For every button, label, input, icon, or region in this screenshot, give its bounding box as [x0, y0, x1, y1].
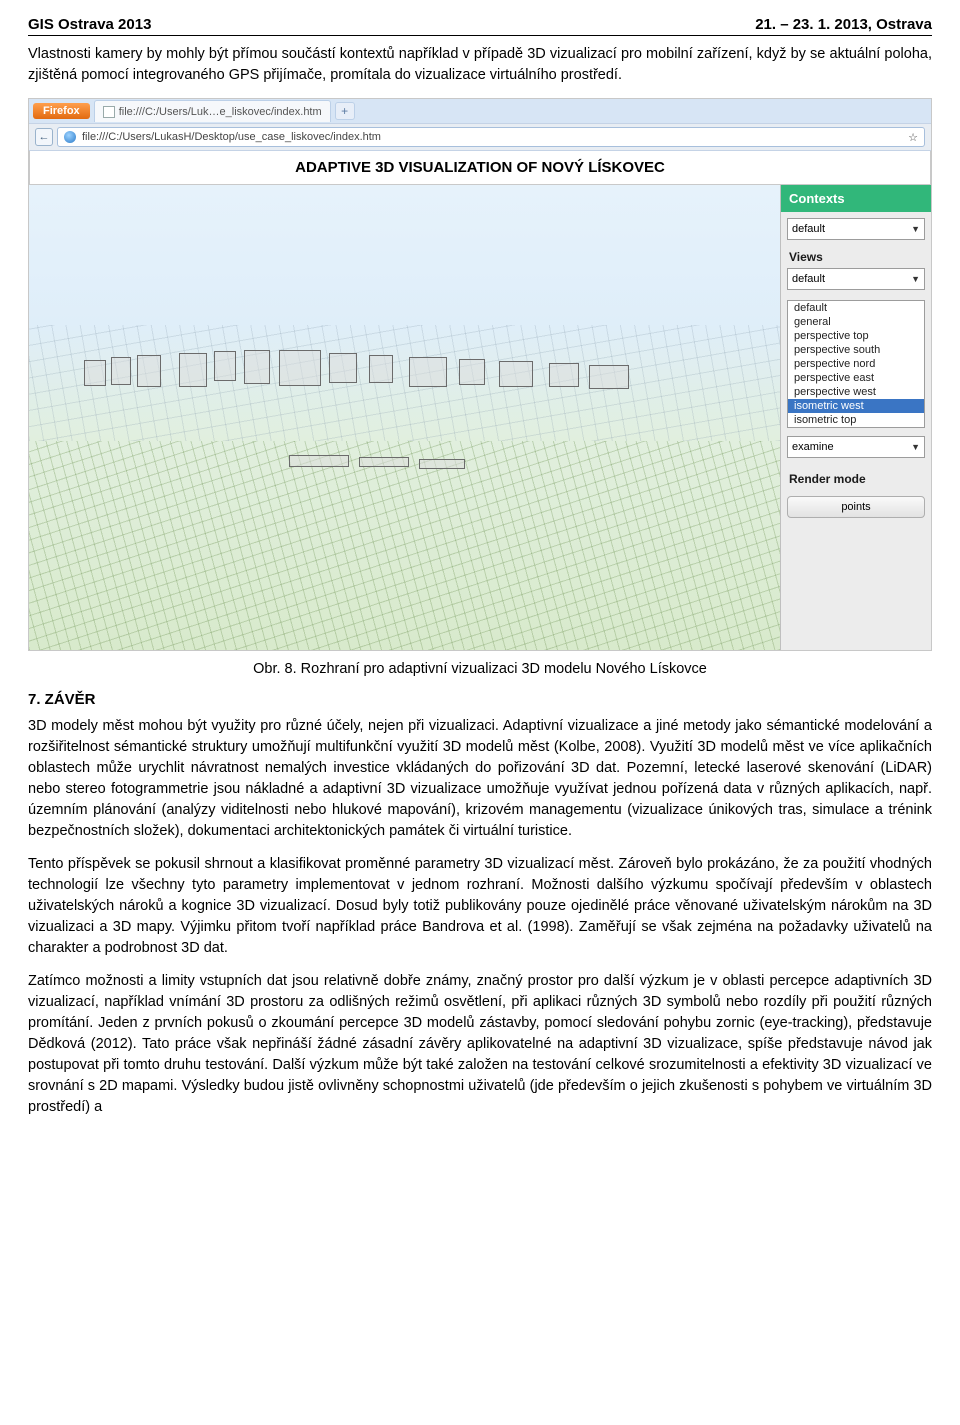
building: [111, 357, 131, 385]
examine-value: examine: [792, 441, 834, 453]
browser-tab[interactable]: file:///C:/Users/Luk…e_liskovec/index.ht…: [94, 100, 331, 122]
building: [179, 353, 207, 387]
views-option[interactable]: perspective east: [788, 371, 924, 385]
building: [137, 355, 161, 387]
views-listbox[interactable]: defaultgeneralperspective topperspective…: [787, 300, 925, 428]
views-option[interactable]: default: [788, 301, 924, 315]
section-heading-zaver: 7. ZÁVĚR: [28, 691, 932, 708]
building: [369, 355, 393, 383]
page-header: GIS Ostrava 2013 21. – 23. 1. 2013, Ostr…: [28, 16, 932, 36]
building: [409, 357, 447, 387]
side-panel: Contexts default ▼ Views default ▼ defau…: [781, 185, 931, 650]
contexts-value: default: [792, 223, 825, 235]
building: [499, 361, 533, 387]
views-option[interactable]: general: [788, 315, 924, 329]
views-option[interactable]: isometric west: [788, 399, 924, 413]
chevron-down-icon: ▼: [911, 224, 920, 234]
chevron-down-icon: ▼: [911, 274, 920, 284]
views-dropdown[interactable]: default ▼: [787, 268, 925, 290]
app-title: ADAPTIVE 3D VISUALIZATION OF NOVÝ LÍSKOV…: [29, 151, 931, 184]
firefox-menu-button[interactable]: Firefox: [33, 103, 90, 119]
terrain-grid: [29, 185, 780, 650]
chevron-down-icon: ▼: [911, 442, 920, 452]
body-para-1: 3D modely měst mohou být využity pro růz…: [28, 716, 932, 842]
views-value: default: [792, 273, 825, 285]
building: [214, 351, 236, 381]
header-right: 21. – 23. 1. 2013, Ostrava: [755, 16, 932, 33]
views-option[interactable]: perspective nord: [788, 357, 924, 371]
new-tab-button[interactable]: +: [335, 102, 355, 120]
building: [329, 353, 357, 383]
3d-viewport[interactable]: [29, 185, 781, 650]
views-option[interactable]: perspective top: [788, 329, 924, 343]
url-text: file:///C:/Users/LukasH/Desktop/use_case…: [82, 131, 381, 143]
building: [459, 359, 485, 385]
contexts-dropdown[interactable]: default ▼: [787, 218, 925, 240]
views-option[interactable]: perspective south: [788, 343, 924, 357]
contexts-heading: Contexts: [781, 185, 931, 212]
address-bar[interactable]: file:///C:/Users/LukasH/Desktop/use_case…: [57, 127, 925, 147]
building: [279, 350, 321, 386]
building: [419, 459, 465, 469]
figure-caption: Obr. 8. Rozhraní pro adaptivní vizualiza…: [28, 661, 932, 677]
views-option[interactable]: isometric top: [788, 413, 924, 427]
body-para-2: Tento příspěvek se pokusil shrnout a kla…: [28, 854, 932, 959]
back-button[interactable]: ←: [35, 128, 53, 146]
address-row: ← file:///C:/Users/LukasH/Desktop/use_ca…: [29, 123, 931, 151]
render-mode-button[interactable]: points: [787, 496, 925, 518]
tab-label: file:///C:/Users/Luk…e_liskovec/index.ht…: [119, 106, 322, 118]
doc-icon: [103, 106, 115, 118]
building: [84, 360, 106, 386]
building: [244, 350, 270, 384]
header-left: GIS Ostrava 2013: [28, 16, 151, 33]
bookmark-star-icon[interactable]: ☆: [908, 131, 918, 144]
app-body: Contexts default ▼ Views default ▼ defau…: [29, 184, 931, 650]
building: [289, 455, 349, 467]
building: [359, 457, 409, 467]
firefox-title-row: Firefox file:///C:/Users/Luk…e_liskovec/…: [29, 99, 931, 123]
examine-dropdown[interactable]: examine ▼: [787, 436, 925, 458]
building: [589, 365, 629, 389]
building: [549, 363, 579, 387]
body-para-3: Zatímco možnosti a limity vstupních dat …: [28, 971, 932, 1118]
views-heading: Views: [789, 250, 925, 264]
globe-icon: [64, 131, 76, 143]
figure-screenshot: Firefox file:///C:/Users/Luk…e_liskovec/…: [28, 98, 932, 651]
render-heading: Render mode: [789, 472, 925, 486]
views-option[interactable]: perspective west: [788, 385, 924, 399]
intro-paragraph: Vlastnosti kamery by mohly být přímou so…: [28, 44, 932, 86]
